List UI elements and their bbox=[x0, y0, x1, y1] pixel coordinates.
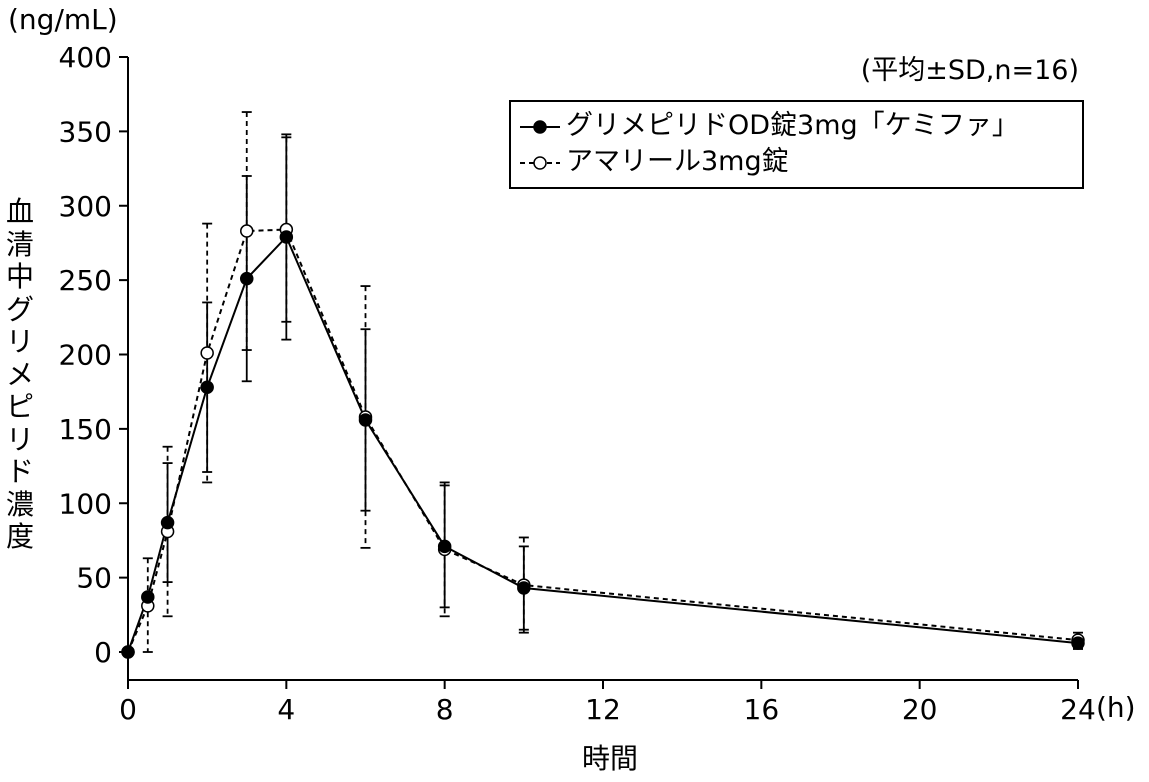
y-axis-label: 血清中グリメピリド濃度 bbox=[4, 195, 36, 554]
x-tick-label: 0 bbox=[119, 693, 137, 726]
x-tick-label: 8 bbox=[436, 693, 454, 726]
legend-label-series-1: グリメピリドOD錠3mg「ケミファ」 bbox=[566, 110, 1019, 141]
y-axis-label-char: ピ bbox=[5, 390, 34, 423]
y-tick-label: 350 bbox=[59, 115, 112, 148]
series-1-point bbox=[279, 230, 294, 244]
series-1-point bbox=[121, 645, 135, 659]
series-1-point bbox=[437, 539, 452, 554]
axes: 0 50 100 150 200 250 300 350 400 0 4 8 12 16 20 24 bbox=[59, 41, 1096, 726]
legend-marker-series-2 bbox=[533, 156, 547, 170]
y-axis-label-char: 中 bbox=[5, 260, 34, 293]
legend bbox=[509, 100, 1084, 189]
legend-label-series-2: アマリール3mg錠 bbox=[566, 146, 789, 177]
y-axis-label-char: リ bbox=[5, 422, 34, 456]
y-tick-label: 0 bbox=[94, 636, 112, 669]
y-tick-label: 250 bbox=[59, 264, 112, 297]
series-1-point bbox=[200, 380, 214, 394]
y-tick-label: 300 bbox=[59, 190, 112, 223]
x-axis-unit: (h) bbox=[1096, 691, 1136, 724]
series-1-line bbox=[127, 235, 1079, 653]
series-1-point bbox=[1071, 636, 1085, 650]
y-axis-label-char: メ bbox=[5, 357, 34, 391]
series-markers bbox=[121, 222, 1085, 659]
x-tick-label: 20 bbox=[902, 693, 938, 726]
legend-marker-series-1 bbox=[533, 120, 547, 134]
y-tick-label: 200 bbox=[59, 339, 112, 372]
x-axis-label: 時間 bbox=[581, 742, 638, 775]
series-2-point bbox=[200, 346, 214, 360]
series-lines bbox=[127, 228, 1079, 653]
x-tick-label: 24 bbox=[1060, 693, 1096, 726]
series-1-point bbox=[141, 590, 155, 604]
y-axis-label-char: リ bbox=[5, 325, 34, 358]
y-axis-label-char: 度 bbox=[5, 520, 34, 553]
y-axis-label-char: ド bbox=[5, 455, 34, 488]
x-tick-label: 12 bbox=[585, 693, 621, 726]
x-tick-label: 16 bbox=[744, 693, 780, 726]
series-2-line bbox=[127, 228, 1079, 653]
series-2-point bbox=[240, 224, 254, 238]
series-1-point bbox=[358, 413, 373, 427]
y-axis-unit: (ng/mL) bbox=[8, 3, 118, 36]
statistics-note: (平均±SD,n=16) bbox=[860, 55, 1079, 86]
y-axis-label-char: 濃 bbox=[5, 487, 34, 521]
error-bars bbox=[142, 111, 1083, 653]
y-axis-label-char: 清 bbox=[5, 227, 34, 261]
y-axis-label-char: 血 bbox=[5, 195, 34, 228]
y-tick-label: 100 bbox=[59, 487, 112, 520]
legend-box bbox=[509, 100, 1084, 189]
x-tick-label: 4 bbox=[277, 693, 295, 726]
y-tick-label: 50 bbox=[76, 562, 112, 595]
y-tick-label: 400 bbox=[59, 41, 112, 74]
series-1-point bbox=[517, 581, 531, 595]
y-axis-label-char: グ bbox=[5, 292, 34, 326]
y-tick-label: 150 bbox=[59, 413, 112, 446]
series-1-point bbox=[240, 271, 254, 286]
series-1-point bbox=[160, 515, 175, 530]
